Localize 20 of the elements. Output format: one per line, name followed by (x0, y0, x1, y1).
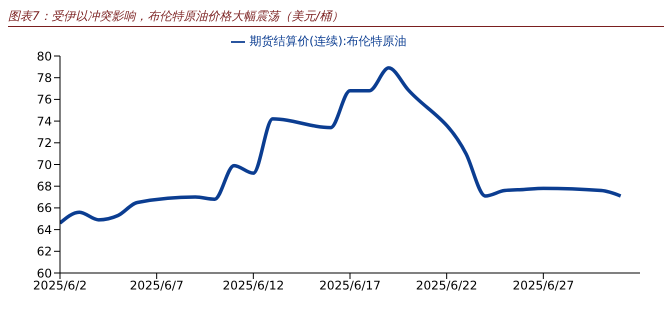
y-tick-label: 72 (36, 136, 52, 150)
legend-label: 期货结算价(连续):布伦特原油 (249, 34, 407, 48)
line-series (60, 66, 622, 225)
x-tick-label: 2025/6/2 (33, 278, 87, 293)
y-tick-label: 74 (36, 114, 52, 128)
y-tick-label: 76 (36, 92, 52, 107)
x-tick-label: 2025/6/27 (512, 278, 574, 293)
y-tick-label: 60 (36, 266, 52, 280)
y-tick-label: 64 (36, 222, 52, 237)
y-tick-label: 80 (36, 49, 52, 64)
x-tick-label: 2025/6/17 (319, 278, 381, 293)
y-tick-label: 78 (36, 70, 52, 85)
y-tick-label: 70 (36, 158, 52, 172)
x-tick-label: 2025/6/22 (416, 278, 478, 293)
y-tick-label: 68 (36, 179, 52, 194)
y-tick-label: 62 (36, 244, 52, 259)
chart-title: 图表7：受伊以冲突影响，布伦特原油价格大幅震荡（美元/桶） (8, 8, 664, 27)
y-tick-label: 66 (36, 201, 52, 216)
x-tick-label: 2025/6/7 (130, 278, 184, 293)
x-tick-label: 2025/6/12 (222, 278, 284, 293)
